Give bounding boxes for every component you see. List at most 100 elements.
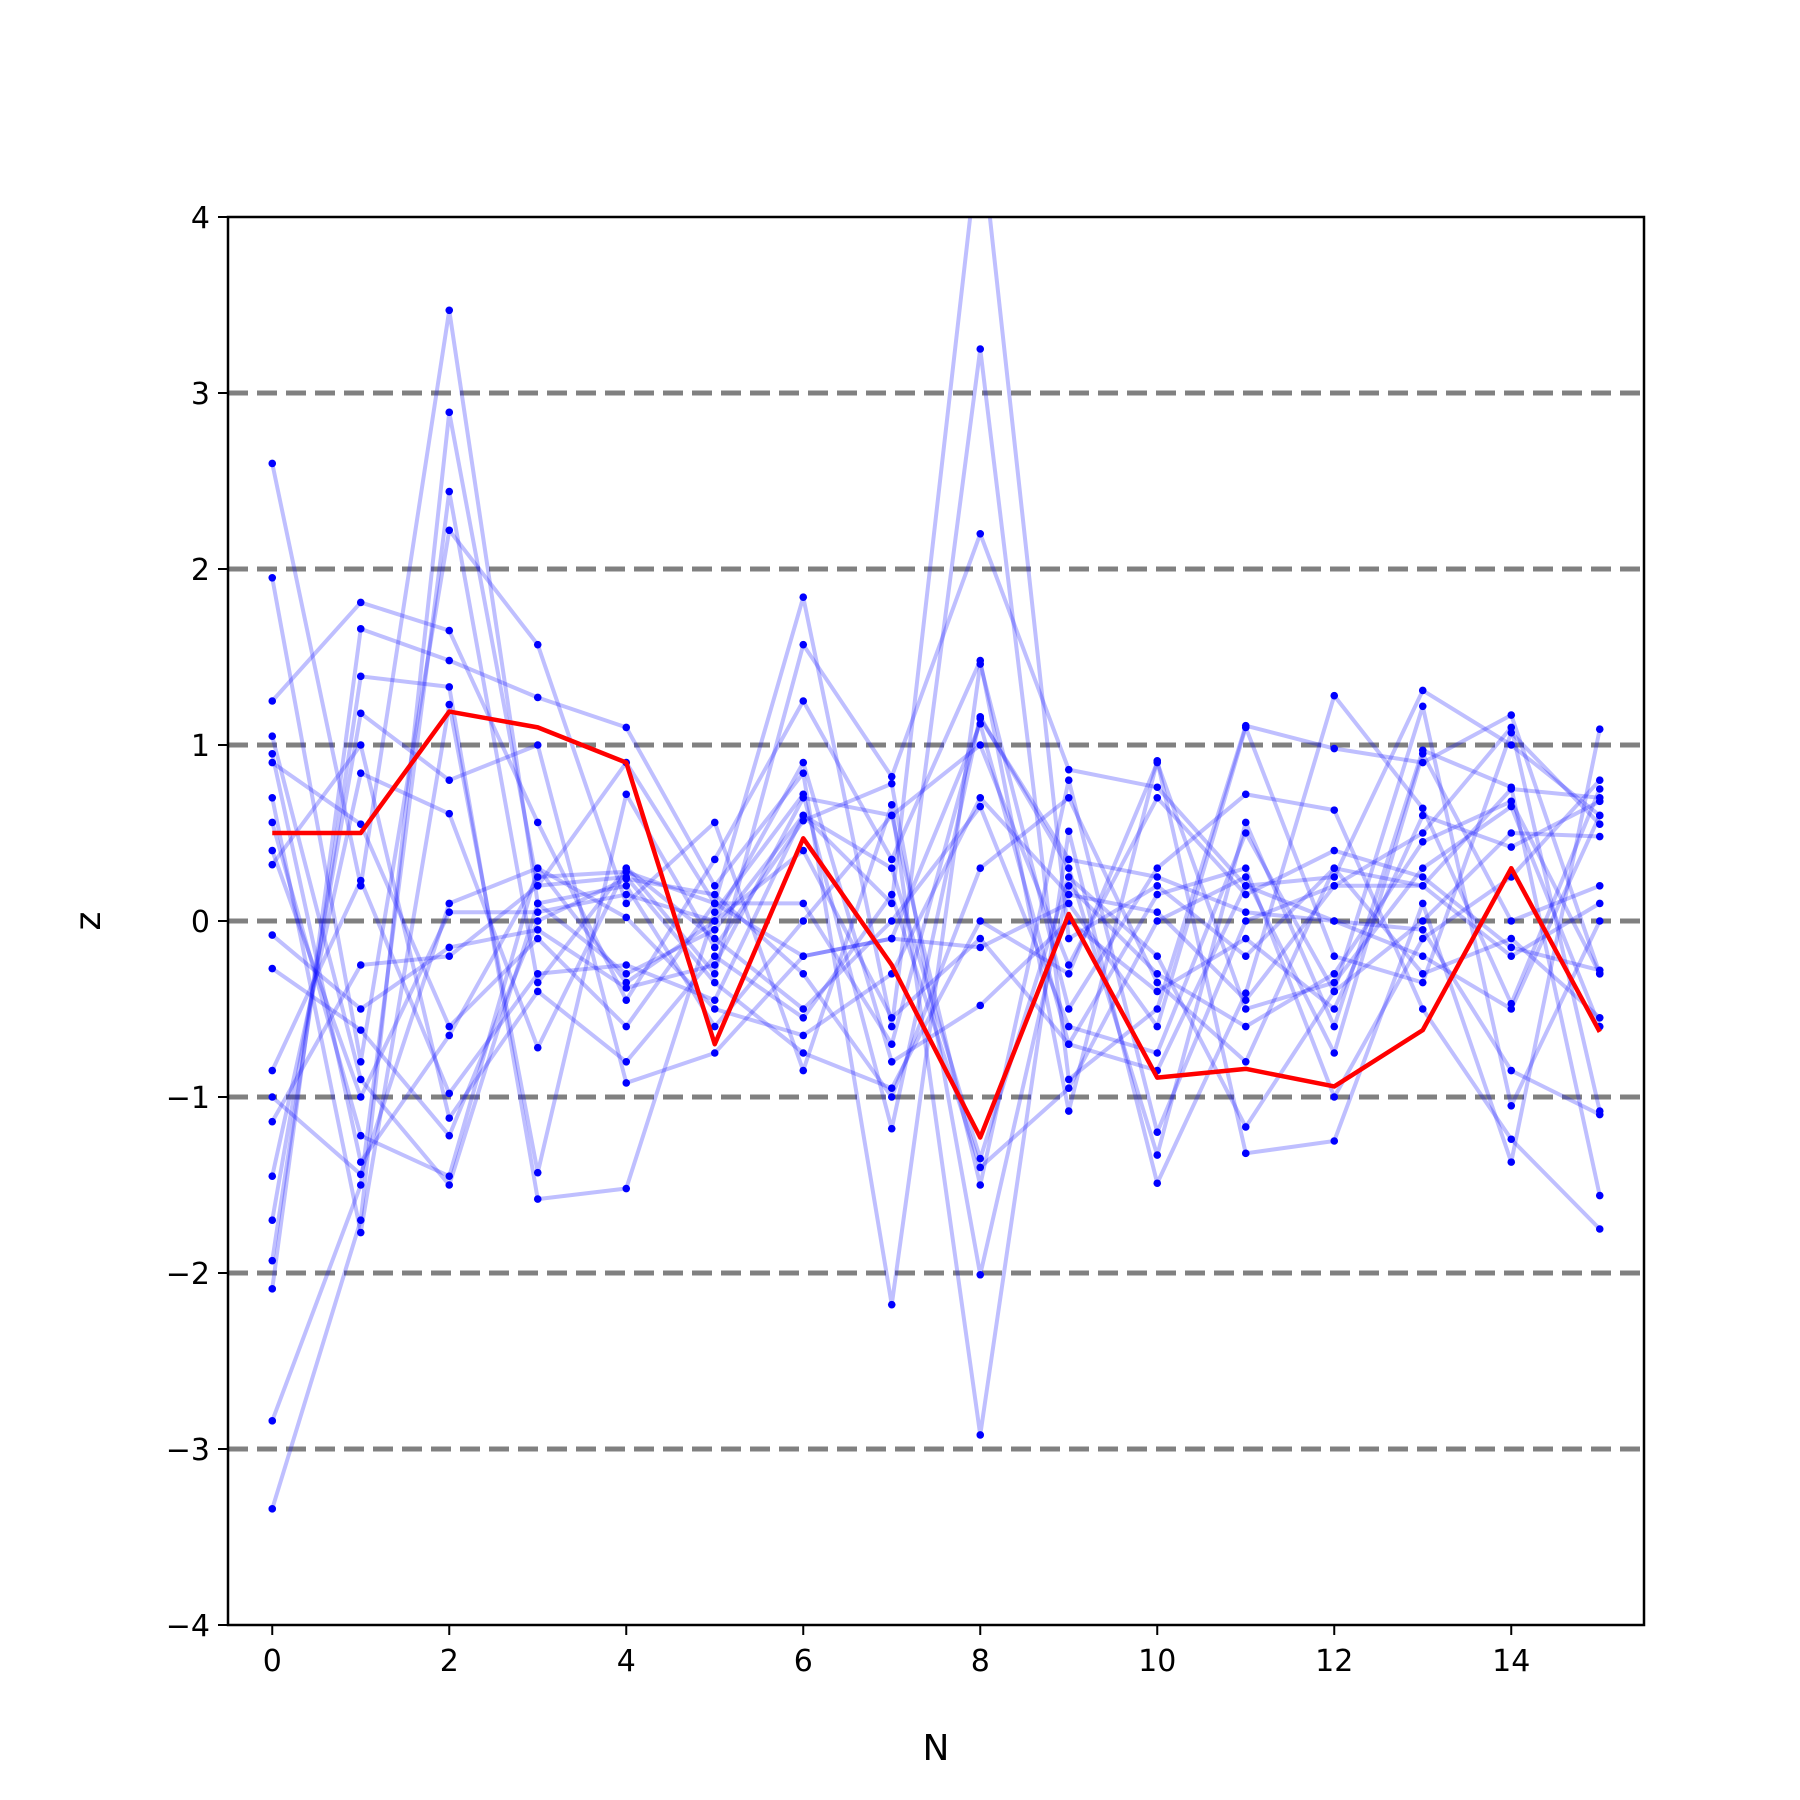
series-point — [1330, 917, 1339, 925]
series-point — [1064, 934, 1073, 943]
series-point — [887, 1022, 896, 1031]
series-point — [887, 1040, 896, 1048]
series-point — [887, 1300, 896, 1309]
series-point — [1064, 1084, 1073, 1092]
series-point — [1241, 829, 1250, 837]
series-13 — [268, 794, 1604, 1140]
series-point — [533, 908, 542, 916]
series-point — [1330, 806, 1339, 814]
series-line — [270, 674, 1602, 1261]
series-point — [1418, 838, 1427, 846]
series-line — [271, 716, 1602, 1047]
series-point — [533, 873, 542, 881]
series-point — [268, 846, 277, 855]
series-point — [1330, 873, 1339, 881]
series-point — [799, 917, 808, 925]
series-point — [268, 750, 277, 758]
series-point — [268, 964, 277, 973]
series-point — [887, 899, 896, 908]
series-point — [533, 1043, 542, 1052]
series-point — [1064, 1075, 1073, 1084]
series-line — [270, 626, 1602, 1307]
series-point — [976, 530, 985, 538]
series-point — [1064, 970, 1073, 978]
series-point — [356, 1181, 365, 1189]
y-axis-label: z — [68, 912, 109, 931]
series-point — [445, 1114, 454, 1122]
series-point — [356, 1131, 365, 1140]
series-point — [1153, 1049, 1162, 1057]
series-point — [710, 996, 719, 1004]
series-point — [356, 741, 365, 749]
series-point — [356, 709, 365, 718]
series-point — [799, 1031, 808, 1040]
series-line — [270, 347, 1602, 1510]
series-point — [533, 818, 542, 827]
series-point — [799, 1049, 808, 1057]
series-20 — [268, 723, 1604, 1166]
series-point — [1507, 797, 1516, 806]
series-point — [976, 943, 985, 952]
series-point — [622, 961, 631, 969]
series-point — [1595, 776, 1604, 784]
series-point — [799, 1066, 808, 1075]
series-point — [622, 1058, 631, 1066]
series-point — [1507, 917, 1516, 925]
series-point — [268, 794, 277, 802]
series-point — [356, 1093, 365, 1101]
series-point — [1595, 811, 1604, 820]
y-axis-ticks: −4 −3 −2 −1 0 1 2 3 4 — [166, 201, 228, 1644]
series-point — [1330, 1049, 1339, 1057]
series-line — [270, 760, 1602, 1123]
series-line — [270, 725, 1602, 1187]
series-point — [1153, 758, 1162, 767]
series-point — [356, 1058, 365, 1066]
series-line — [270, 771, 1600, 1177]
series-point — [976, 802, 985, 811]
series-18 — [268, 846, 1604, 1119]
series-point — [622, 996, 631, 1004]
reference-lines — [228, 390, 1644, 1452]
series-point — [799, 899, 808, 908]
x-tick-label: 2 — [440, 1644, 459, 1679]
series-point — [622, 978, 631, 987]
series-point — [1507, 1102, 1516, 1110]
series-point — [710, 970, 719, 978]
series-point — [445, 656, 454, 665]
series-point — [799, 811, 808, 820]
series-point — [1595, 966, 1604, 975]
series-point — [622, 1079, 631, 1087]
series-point — [268, 574, 277, 582]
series-point — [1418, 952, 1427, 960]
series-point — [356, 625, 365, 633]
series-point — [976, 741, 985, 749]
series-point — [887, 801, 896, 809]
series-point — [1418, 864, 1427, 872]
series-point — [268, 1216, 277, 1224]
series-point — [533, 1195, 542, 1203]
series-point — [1418, 686, 1427, 695]
series-point — [887, 934, 896, 943]
series-point — [1153, 890, 1162, 899]
series-line — [270, 760, 1601, 1179]
series-point — [533, 693, 542, 702]
series-point — [1241, 864, 1250, 872]
series-point — [1241, 934, 1250, 943]
series-point — [268, 1172, 277, 1180]
series-point — [1595, 899, 1604, 908]
series-point — [1153, 1179, 1162, 1188]
series-point — [976, 864, 985, 872]
series-point — [445, 1022, 454, 1031]
series-point — [1153, 1151, 1162, 1159]
series-point — [445, 776, 454, 784]
series-point — [1418, 970, 1427, 978]
series-point — [1330, 970, 1339, 978]
series-point — [799, 970, 808, 978]
y-tick-label: −4 — [166, 1609, 210, 1644]
series-point — [1153, 1005, 1162, 1013]
series-point — [1153, 1022, 1162, 1031]
series-point — [1330, 1137, 1339, 1145]
series-point — [356, 598, 365, 607]
series-point — [356, 961, 365, 969]
series-point — [1418, 882, 1427, 890]
